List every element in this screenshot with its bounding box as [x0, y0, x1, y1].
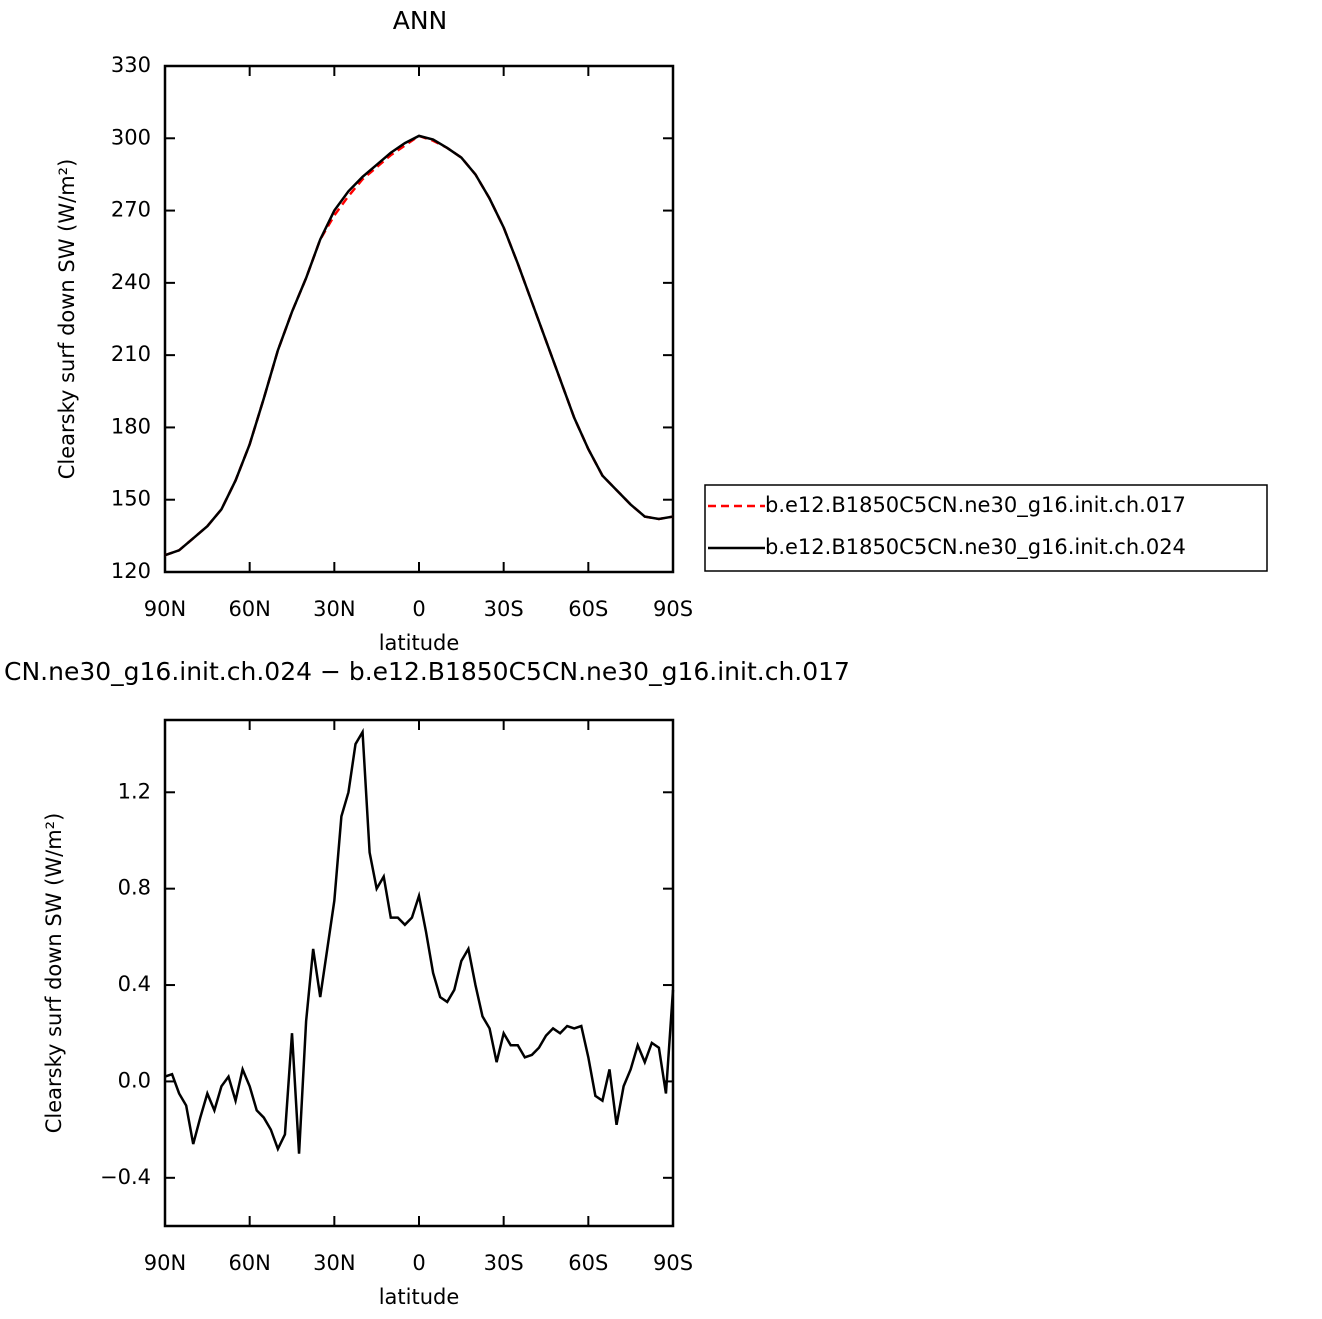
y-tick-label: 0.8: [118, 876, 151, 900]
legend-box: [704, 484, 1268, 572]
plot-frame: [163, 718, 675, 1228]
x-axis-label: latitude: [379, 1285, 460, 1309]
y-tick-label: 120: [111, 559, 151, 583]
x-tick-label: 90N: [144, 597, 186, 621]
y-tick-label: 330: [111, 53, 151, 77]
y-axis-label: Clearsky surf down SW (W/m²): [55, 159, 79, 480]
y-tick-label: 1.2: [118, 779, 151, 803]
x-tick-label: 90S: [653, 1251, 693, 1275]
x-tick-label: 30S: [484, 597, 524, 621]
y-tick-label: 300: [111, 125, 151, 149]
x-tick-label: 0: [412, 1251, 425, 1275]
x-tick-label: 60S: [568, 1251, 608, 1275]
y-tick-label: 240: [111, 270, 151, 294]
x-tick-label: 60N: [228, 597, 270, 621]
y-tick-label: 270: [111, 198, 151, 222]
y-tick-label: −0.4: [100, 1165, 151, 1189]
x-tick-label: 90S: [653, 597, 693, 621]
x-tick-label: 30N: [313, 597, 355, 621]
y-tick-label: 150: [111, 487, 151, 511]
legend-label: b.e12.B1850C5CN.ne30_g16.init.ch.024: [765, 535, 1186, 560]
x-tick-label: 30S: [484, 1251, 524, 1275]
x-tick-label: 30N: [313, 1251, 355, 1275]
plot-frame: [163, 64, 675, 574]
chart-title: CN.ne30_g16.init.ch.024 − b.e12.B1850C5C…: [4, 657, 850, 686]
x-axis-label: latitude: [379, 631, 460, 655]
y-tick-label: 180: [111, 414, 151, 438]
x-tick-label: 60N: [228, 1251, 270, 1275]
series-line: [164, 727, 675, 1154]
x-tick-label: 90N: [144, 1251, 186, 1275]
y-axis-label: Clearsky surf down SW (W/m²): [42, 813, 66, 1134]
y-tick-label: 0.0: [118, 1068, 151, 1092]
chart-title: ANN: [393, 6, 448, 35]
x-tick-label: 60S: [568, 597, 608, 621]
y-tick-label: 210: [111, 342, 151, 366]
x-tick-label: 0: [412, 597, 425, 621]
series-line: [164, 134, 674, 557]
legend-label: b.e12.B1850C5CN.ne30_g16.init.ch.017: [765, 493, 1186, 518]
series-line: [164, 134, 674, 557]
y-tick-label: 0.4: [118, 972, 151, 996]
